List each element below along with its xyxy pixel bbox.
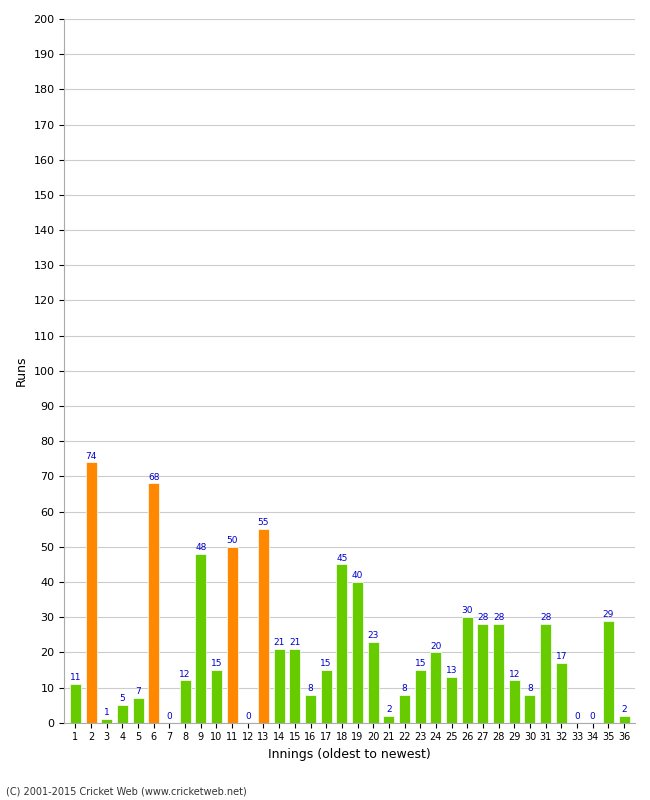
Bar xyxy=(556,663,567,722)
Text: 0: 0 xyxy=(574,712,580,721)
Text: 40: 40 xyxy=(352,571,363,580)
Text: 55: 55 xyxy=(258,518,269,527)
Text: 21: 21 xyxy=(289,638,300,647)
Text: 50: 50 xyxy=(226,536,238,545)
Text: 0: 0 xyxy=(166,712,172,721)
Text: 7: 7 xyxy=(135,687,141,696)
X-axis label: Innings (oldest to newest): Innings (oldest to newest) xyxy=(268,748,431,761)
Bar xyxy=(478,624,488,722)
Bar xyxy=(384,716,395,722)
Bar xyxy=(101,719,112,722)
Text: 28: 28 xyxy=(477,614,489,622)
Text: 2: 2 xyxy=(621,705,627,714)
Text: 0: 0 xyxy=(245,712,251,721)
Text: 2: 2 xyxy=(386,705,392,714)
Text: 28: 28 xyxy=(540,614,551,622)
Bar xyxy=(368,642,379,722)
Text: 11: 11 xyxy=(70,674,81,682)
Text: 8: 8 xyxy=(307,684,313,693)
Text: (C) 2001-2015 Cricket Web (www.cricketweb.net): (C) 2001-2015 Cricket Web (www.cricketwe… xyxy=(6,786,247,796)
Bar xyxy=(352,582,363,722)
Y-axis label: Runs: Runs xyxy=(15,356,28,386)
Bar xyxy=(258,529,269,722)
Bar xyxy=(179,681,190,722)
Bar xyxy=(289,649,300,722)
Bar xyxy=(493,624,504,722)
Text: 21: 21 xyxy=(274,638,285,647)
Text: 17: 17 xyxy=(556,652,567,661)
Bar xyxy=(195,554,206,722)
Text: 20: 20 xyxy=(430,642,441,650)
Text: 45: 45 xyxy=(336,554,348,562)
Text: 23: 23 xyxy=(367,631,379,640)
Bar xyxy=(603,621,614,722)
Text: 15: 15 xyxy=(320,659,332,668)
Bar xyxy=(446,677,457,722)
Bar xyxy=(525,694,536,722)
Bar xyxy=(462,617,473,722)
Text: 12: 12 xyxy=(179,670,191,678)
Bar xyxy=(305,694,316,722)
Bar xyxy=(415,670,426,722)
Bar xyxy=(148,483,159,722)
Bar xyxy=(399,694,410,722)
Text: 0: 0 xyxy=(590,712,595,721)
Text: 30: 30 xyxy=(462,606,473,615)
Text: 1: 1 xyxy=(104,709,110,718)
Bar xyxy=(509,681,520,722)
Bar xyxy=(274,649,285,722)
Bar xyxy=(117,705,128,722)
Bar xyxy=(227,546,238,722)
Text: 15: 15 xyxy=(211,659,222,668)
Bar xyxy=(430,652,441,722)
Text: 5: 5 xyxy=(120,694,125,703)
Text: 68: 68 xyxy=(148,473,159,482)
Text: 28: 28 xyxy=(493,614,504,622)
Text: 15: 15 xyxy=(415,659,426,668)
Text: 8: 8 xyxy=(402,684,408,693)
Bar xyxy=(320,670,332,722)
Text: 12: 12 xyxy=(508,670,520,678)
Bar xyxy=(70,684,81,722)
Bar xyxy=(86,462,97,722)
Bar xyxy=(337,564,347,722)
Text: 29: 29 xyxy=(603,610,614,619)
Text: 74: 74 xyxy=(85,451,97,461)
Bar xyxy=(619,716,629,722)
Text: 48: 48 xyxy=(195,543,207,552)
Bar xyxy=(540,624,551,722)
Text: 8: 8 xyxy=(527,684,533,693)
Bar xyxy=(133,698,144,722)
Text: 13: 13 xyxy=(446,666,458,675)
Bar xyxy=(211,670,222,722)
